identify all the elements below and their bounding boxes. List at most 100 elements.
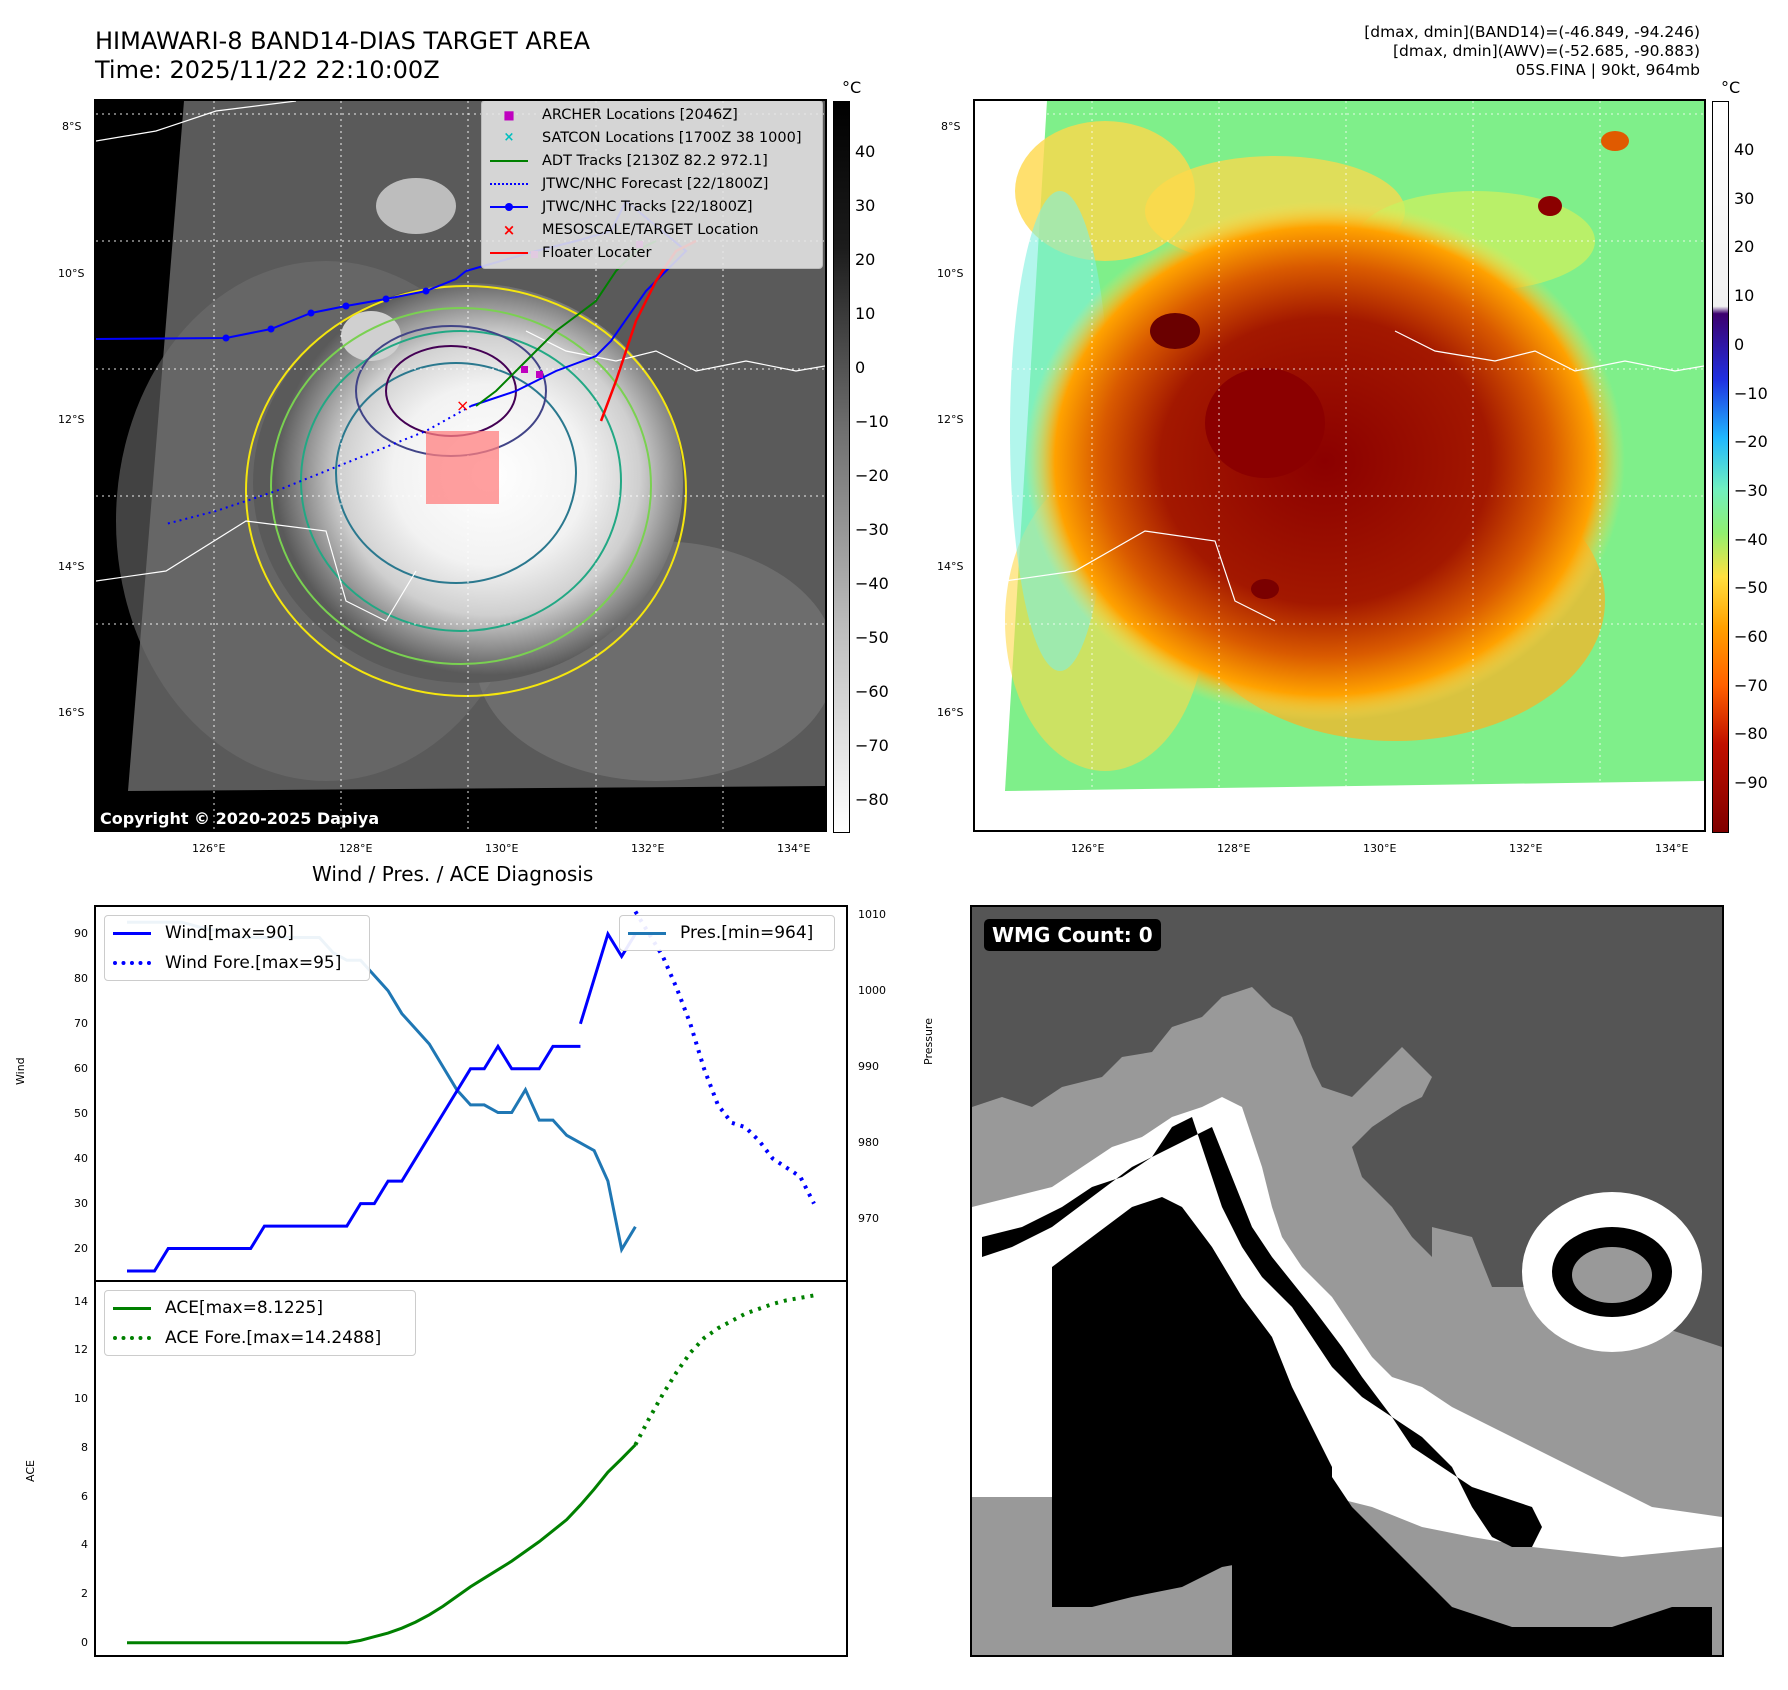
lat-label: 14°S [58, 560, 85, 573]
y-tick-label: 990 [858, 1059, 879, 1073]
ace-forecast-line [633, 1293, 815, 1446]
lon-label: 132°E [1509, 842, 1543, 855]
ir-colorbar-unit: °C [842, 78, 862, 97]
legend-item-ace-forecast: ACE Fore.[max=14.2488] [105, 1323, 415, 1353]
lat-label: 10°S [937, 267, 964, 280]
awv-map-image [975, 101, 1704, 830]
ir-colorbar [833, 101, 850, 833]
lat-label: 16°S [937, 706, 964, 719]
colorbar-tick-label: 10 [855, 304, 876, 323]
colorbar-tick-label: −70 [1734, 675, 1768, 695]
wind-axis-label: Wind [14, 1057, 27, 1085]
dotted-line-swatch-icon [113, 961, 151, 965]
colorbar-tick-label: 20 [1734, 237, 1755, 257]
ir-map-image: × [96, 101, 825, 830]
colorbar-tick-label: −40 [1734, 529, 1768, 549]
line-swatch-icon [628, 931, 666, 935]
line-swatch-icon [113, 1306, 151, 1310]
y-tick-label: 10 [74, 1392, 88, 1406]
dmax-info: [dmax, dmin](BAND14)=(-46.849, -94.246) … [1364, 23, 1700, 80]
title-line-2: Time: 2025/11/22 22:10:00Z [95, 56, 440, 84]
lat-label: 8°S [941, 120, 961, 133]
colorbar-tick-label: −10 [1734, 383, 1768, 403]
ir-map-panel: × ■ ARCHER Locations [2046Z] × SATCON Loca… [94, 99, 827, 832]
title-line-1: HIMAWARI-8 BAND14-DIAS TARGET AREA [95, 27, 591, 55]
lat-label: 14°S [937, 560, 964, 573]
y-tick-label: 8 [81, 1440, 88, 1454]
y-tick-label: 60 [74, 1061, 88, 1075]
colorbar-tick-label: −60 [1734, 627, 1768, 646]
legend-item-ace: ACE[max=8.1225] [105, 1293, 415, 1323]
wind-series-line [127, 1043, 581, 1273]
lat-label: 12°S [937, 413, 964, 426]
ace-axis-label: ACE [24, 1460, 37, 1482]
awv-colorbar [1712, 101, 1729, 833]
colorbar-tick-label: 40 [855, 142, 876, 161]
colorbar-tick-label: −10 [855, 412, 889, 431]
lon-label: 126°E [1071, 842, 1105, 855]
legend-item-adt: ADT Tracks [2130Z 82.2 972.1] [482, 149, 822, 172]
lon-label: 128°E [339, 842, 373, 855]
y-tick-label: 20 [74, 1241, 88, 1255]
y-tick-label: 2 [81, 1587, 88, 1601]
diag-title: Wind / Pres. / ACE Diagnosis [312, 862, 594, 886]
colorbar-tick-label: 10 [1734, 286, 1755, 306]
lon-label: 134°E [1655, 842, 1689, 855]
lat-label: 10°S [58, 267, 85, 280]
y-tick-label: 0 [81, 1635, 88, 1649]
dotted-line-swatch-icon [113, 1336, 151, 1340]
info-line-1: [dmax, dmin](BAND14)=(-46.849, -94.246) [1364, 23, 1700, 41]
info-line-2: [dmax, dmin](AWV)=(-52.685, -90.883) [1393, 42, 1700, 60]
wind-pres-plot: Wind[max=90] Wind Fore.[max=95] Pres.[mi… [94, 905, 848, 1282]
wmg-count-badge: WMG Count: 0 [984, 919, 1161, 951]
legend-item-tracks: JTWC/NHC Tracks [22/1800Z] [482, 195, 822, 218]
ir-legend: ■ ARCHER Locations [2046Z] × SATCON Locati… [481, 101, 823, 269]
wmg-image [972, 987, 1722, 1655]
y-tick-label: 14 [74, 1294, 88, 1308]
square-marker-icon: ■ [503, 107, 515, 122]
legend-item-satcon: × SATCON Locations [1700Z 38 1000] [482, 126, 822, 149]
y-tick-label: 90 [74, 926, 88, 940]
colorbar-tick-label: −30 [1734, 480, 1768, 500]
cross-marker-icon: × [503, 130, 515, 145]
y-tick-label: 50 [74, 1106, 88, 1120]
legend-item-mesoscale: × MESOSCALE/TARGET Location [482, 218, 822, 241]
colorbar-tick-label: 30 [855, 196, 876, 215]
y-tick-label: 12 [74, 1343, 88, 1357]
colorbar-tick-label: 30 [1734, 188, 1755, 208]
legend-item-forecast: JTWC/NHC Forecast [22/1800Z] [482, 172, 822, 195]
pressure-axis-label: Pressure [922, 1018, 935, 1065]
colorbar-tick-label: −80 [855, 790, 889, 809]
colorbar-tick-label: −40 [855, 574, 889, 593]
colorbar-tick-label: 40 [1734, 140, 1755, 159]
legend-item-wind: Wind[max=90] [105, 918, 369, 948]
figure-title: HIMAWARI-8 BAND14-DIAS TARGET AREA Time:… [95, 27, 590, 85]
y-tick-label: 80 [74, 971, 88, 985]
lon-label: 130°E [485, 842, 519, 855]
lat-label: 8°S [62, 120, 82, 133]
y-tick-label: 4 [81, 1538, 88, 1552]
dotted-line-swatch-icon [490, 182, 528, 185]
lat-label: 16°S [58, 706, 85, 719]
colorbar-tick-label: 0 [855, 358, 866, 377]
ace-plot: ACE[max=8.1225] ACE Fore.[max=14.2488] [94, 1280, 848, 1657]
colorbar-tick-label: −30 [855, 520, 889, 539]
svg-text:×: × [456, 396, 469, 415]
legend-item-wind-forecast: Wind Fore.[max=95] [105, 948, 369, 978]
line-swatch-icon [490, 159, 528, 162]
line-swatch-icon [113, 931, 151, 935]
colorbar-tick-label: 0 [1734, 334, 1745, 354]
colorbar-tick-label: 20 [855, 250, 876, 269]
ace-series-line [127, 1443, 637, 1645]
colorbar-tick-label: −80 [1734, 724, 1768, 744]
wind-legend: Wind[max=90] Wind Fore.[max=95] [104, 915, 370, 981]
colorbar-tick-label: −70 [855, 736, 889, 755]
legend-item-floater: Floater Locater [482, 241, 822, 264]
lat-label: 12°S [58, 413, 85, 426]
colorbar-tick-label: −50 [1734, 578, 1768, 598]
y-tick-label: 1010 [858, 907, 886, 921]
wmg-panel: WMG Count: 0 [970, 905, 1724, 1657]
line-swatch-icon [490, 251, 528, 254]
y-tick-label: 970 [858, 1212, 879, 1226]
awv-map-panel [973, 99, 1706, 832]
